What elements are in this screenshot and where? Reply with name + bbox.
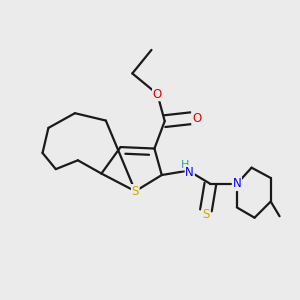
Text: H: H [181,160,190,170]
Text: N: N [185,166,194,178]
Text: N: N [232,177,241,190]
Text: O: O [153,88,162,100]
Text: S: S [132,185,139,198]
Text: O: O [192,112,201,125]
Text: S: S [202,208,210,221]
